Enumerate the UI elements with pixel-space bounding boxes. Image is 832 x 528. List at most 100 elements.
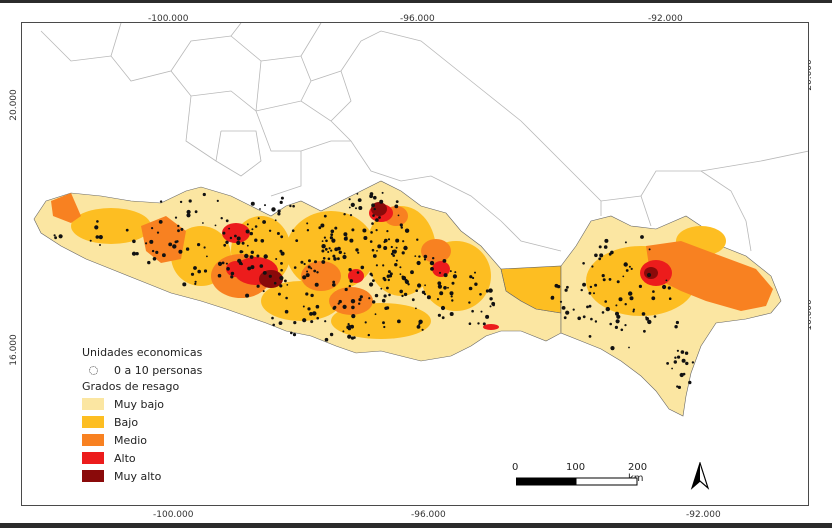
economic-unit-dot — [327, 257, 331, 261]
economic-unit-dot — [356, 193, 359, 195]
economic-unit-dot — [217, 273, 222, 278]
economic-unit-dot — [668, 297, 672, 301]
economic-unit-dot — [99, 244, 101, 246]
economic-unit-dot — [638, 284, 643, 288]
economic-unit-dot — [307, 307, 311, 311]
economic-unit-dot — [292, 204, 295, 208]
economic-unit-dot — [226, 267, 230, 271]
economic-unit-dot — [345, 236, 348, 239]
economic-unit-dot — [685, 361, 689, 366]
economic-unit-dot — [193, 266, 197, 270]
economic-unit-dot — [348, 284, 351, 288]
economic-unit-dot — [225, 240, 229, 244]
economic-unit-dot — [312, 311, 317, 316]
economic-unit-dot — [343, 213, 346, 216]
economic-unit-dot — [439, 271, 441, 274]
grade-alto-areas — [222, 204, 672, 330]
economic-unit-dot — [620, 328, 624, 332]
economic-unit-dot — [615, 319, 620, 324]
economic-unit-dot — [274, 219, 277, 222]
economic-unit-dot — [480, 310, 483, 313]
legend-units-label: 0 a 10 personas — [114, 363, 203, 377]
economic-unit-dot — [357, 251, 360, 254]
economic-unit-dot — [640, 235, 644, 239]
economic-unit-dot — [278, 321, 283, 325]
map-canvas[interactable] — [21, 22, 809, 506]
economic-unit-dot — [443, 273, 448, 278]
economic-unit-dot — [382, 264, 385, 267]
economic-unit-dot — [401, 294, 404, 298]
economic-unit-dot — [359, 295, 363, 299]
scale-label-0: 0 — [512, 462, 519, 473]
economic-unit-dot — [492, 303, 495, 307]
economic-unit-dot — [217, 261, 223, 266]
economic-unit-dot — [363, 236, 368, 240]
economic-unit-dot — [342, 254, 347, 260]
economic-unit-dot — [399, 223, 403, 227]
economic-unit-dot — [598, 245, 602, 249]
economic-unit-dot — [279, 284, 283, 288]
economic-unit-dot — [332, 283, 336, 287]
economic-unit-dot — [423, 258, 427, 261]
legend-grade-label: Alto — [114, 451, 136, 465]
economic-unit-dot — [262, 290, 265, 293]
economic-unit-dot — [337, 257, 340, 261]
economic-unit-dot — [337, 302, 340, 305]
economic-unit-dot — [485, 314, 490, 319]
economic-unit-dot — [230, 275, 234, 279]
economic-unit-dot — [563, 316, 567, 320]
economic-unit-dot — [590, 317, 593, 321]
economic-unit-dot — [367, 333, 370, 337]
economic-unit-dot — [337, 246, 341, 251]
economic-unit-dot — [236, 240, 241, 245]
economic-unit-dot — [355, 248, 359, 252]
economic-unit-dot — [580, 288, 583, 292]
economic-unit-dot — [293, 266, 297, 269]
economic-unit-dot — [314, 282, 319, 287]
economic-unit-dot — [190, 272, 195, 276]
economic-unit-dot — [401, 251, 405, 255]
economic-unit-dot — [293, 321, 297, 325]
economic-unit-dot — [368, 297, 371, 300]
economic-unit-dot — [643, 329, 646, 333]
economic-unit-dot — [423, 293, 427, 296]
economic-unit-dots — [53, 191, 695, 389]
economic-unit-dot — [338, 299, 342, 304]
economic-unit-dot — [53, 234, 56, 237]
legend-grade-item: Bajo — [82, 414, 202, 430]
economic-unit-dot — [254, 225, 258, 228]
legend-swatch-bajo — [82, 416, 104, 428]
economic-unit-dot — [286, 284, 289, 286]
economic-unit-dot — [251, 228, 254, 231]
economic-unit-dot — [303, 262, 306, 266]
economic-unit-dot — [624, 303, 627, 306]
economic-unit-dot — [449, 291, 454, 296]
economic-unit-dot — [594, 283, 598, 287]
economic-unit-dot — [624, 241, 627, 244]
economic-unit-dot — [390, 245, 393, 249]
coord-bottom-3: -92.000 — [686, 510, 721, 520]
economic-unit-dot — [348, 206, 351, 209]
economic-unit-dot — [566, 285, 569, 289]
economic-unit-dot — [174, 216, 178, 219]
economic-unit-dot — [263, 254, 268, 259]
economic-unit-dot — [306, 270, 309, 273]
coord-left-1: 20.000 — [8, 89, 19, 121]
state-border — [110, 23, 122, 57]
economic-unit-dot — [151, 249, 155, 253]
economic-unit-dot — [292, 333, 297, 337]
economic-unit-dot — [302, 305, 305, 308]
scale-bar-graphic — [516, 477, 638, 486]
economic-unit-dot — [351, 314, 356, 319]
economic-unit-dot — [440, 305, 446, 311]
economic-unit-dot — [220, 217, 223, 220]
economic-unit-dot — [614, 325, 619, 329]
economic-unit-dot — [277, 209, 281, 213]
economic-unit-dot — [381, 191, 384, 194]
economic-unit-dot — [488, 288, 493, 293]
economic-unit-dot — [646, 272, 652, 278]
economic-unit-dot — [327, 251, 330, 253]
economic-unit-dot — [194, 210, 198, 214]
economic-unit-dot — [185, 247, 190, 251]
economic-unit-dot — [594, 253, 598, 258]
